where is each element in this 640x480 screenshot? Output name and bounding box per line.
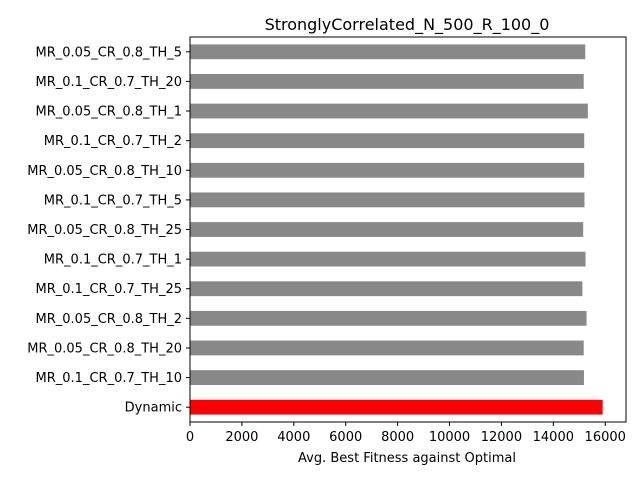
category-label: MR_0.05_CR_0.8_TH_5 (36, 45, 182, 60)
category-label: MR_0.1_CR_0.7_TH_1 (44, 253, 182, 268)
bar-11 (190, 370, 584, 385)
category-label: MR_0.1_CR_0.7_TH_2 (44, 134, 182, 149)
x-tick-label: 12000 (481, 430, 522, 445)
category-label: MR_0.05_CR_0.8_TH_2 (36, 312, 182, 327)
bar-1 (190, 74, 584, 89)
plot-frame (189, 36, 627, 423)
x-tick-label: 2000 (225, 430, 258, 445)
bar-2 (190, 103, 588, 119)
category-labels: MR_0.05_CR_0.8_TH_5 MR_0.1_CR_0.7_TH_20 MR… (27, 45, 190, 416)
x-tick-label: 16000 (585, 430, 626, 445)
category-label: MR_0.1_CR_0.7_TH_5 (44, 193, 182, 208)
bar-dynamic (190, 399, 603, 415)
x-tick-label: 6000 (329, 430, 362, 445)
category-label: MR_0.05_CR_0.8_TH_20 (27, 341, 182, 356)
bars-group (190, 44, 603, 415)
bar-7 (190, 251, 586, 267)
category-label: MR_0.05_CR_0.8_TH_1 (36, 105, 182, 120)
bar-10 (190, 340, 584, 356)
category-label: MR_0.05_CR_0.8_TH_10 (27, 164, 182, 179)
x-tick-label: 14000 (533, 430, 574, 445)
x-ticks: 0 2000 4000 6000 8000 10000 12000 14000 16000 (186, 422, 626, 445)
category-label: Dynamic (125, 401, 182, 416)
bar-0 (190, 44, 586, 60)
bar-6 (190, 222, 584, 237)
x-tick-label: 10000 (429, 430, 470, 445)
category-label: MR_0.1_CR_0.7_TH_10 (36, 371, 182, 386)
chart-title: StronglyCorrelated_N_500_R_100_0 (265, 15, 550, 35)
bar-5 (190, 192, 585, 208)
x-tick-label: 8000 (381, 430, 414, 445)
bar-9 (190, 310, 587, 326)
x-tick-label: 0 (186, 430, 194, 445)
x-axis-label: Avg. Best Fitness against Optimal (298, 451, 516, 466)
bar-3 (190, 133, 585, 149)
category-label: MR_0.1_CR_0.7_TH_20 (36, 75, 182, 90)
bar-8 (190, 281, 583, 297)
category-label: MR_0.05_CR_0.8_TH_25 (27, 223, 182, 238)
x-tick-label: 4000 (277, 430, 310, 445)
category-label: MR_0.1_CR_0.7_TH_25 (36, 282, 182, 297)
bar-4 (190, 162, 585, 178)
